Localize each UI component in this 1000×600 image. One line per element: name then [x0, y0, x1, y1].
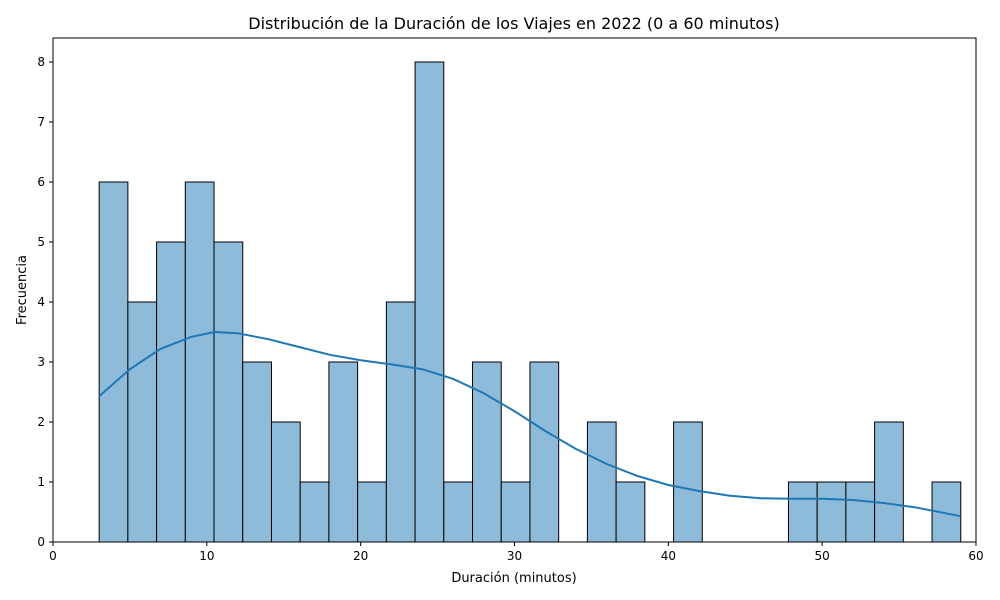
histogram-bar: [184, 181, 215, 543]
x-tick-label: 50: [815, 549, 830, 563]
histogram-bar: [270, 421, 301, 543]
histogram-bar: [156, 241, 186, 543]
histogram-bar: [127, 301, 158, 543]
bars-layer: [98, 61, 962, 543]
histogram-bar: [328, 361, 359, 543]
histogram-bar: [615, 481, 646, 543]
histogram-bar: [787, 481, 818, 543]
x-tick-label: 40: [661, 549, 676, 563]
x-tick-label: 30: [507, 549, 522, 563]
histogram-bar: [500, 481, 531, 543]
y-tick-label: 6: [37, 175, 45, 189]
histogram-bar: [529, 361, 560, 543]
y-tick-label: 2: [37, 415, 45, 429]
y-tick-label: 0: [37, 535, 45, 549]
x-axis: 0 10 20 30 40 50 60: [49, 542, 984, 563]
histogram-bar: [242, 361, 272, 543]
y-tick-label: 5: [37, 235, 45, 249]
y-tick-label: 4: [37, 295, 45, 309]
y-tick-label: 7: [37, 115, 45, 129]
histogram-bar: [874, 421, 904, 543]
histogram-bar: [213, 241, 244, 543]
y-tick-label: 3: [37, 355, 45, 369]
y-axis: 0 1 2 3 4 5 6 7 8: [37, 55, 53, 549]
histogram-bar: [385, 301, 416, 543]
histogram-bar: [357, 481, 387, 543]
histogram-bar: [816, 481, 847, 543]
x-tick-label: 0: [49, 549, 57, 563]
x-tick-label: 60: [968, 549, 983, 563]
histogram-bar: [414, 61, 445, 543]
y-tick-label: 8: [37, 55, 45, 69]
histogram-bar: [845, 481, 876, 543]
histogram-bar: [472, 361, 502, 543]
y-axis-label: Frecuencia: [15, 255, 30, 325]
histogram-bar: [586, 421, 617, 543]
kde-line: [98, 330, 961, 518]
x-tick-label: 10: [199, 549, 214, 563]
x-axis-label: Duración (minutos): [451, 571, 576, 586]
histogram-bar: [299, 481, 330, 543]
histogram-bar: [98, 181, 129, 543]
chart-title: Distribución de la Duración de los Viaje…: [248, 14, 779, 33]
histogram-bar: [443, 481, 474, 543]
histogram-bar: [673, 421, 703, 543]
x-tick-label: 20: [353, 549, 368, 563]
y-tick-label: 1: [37, 475, 45, 489]
